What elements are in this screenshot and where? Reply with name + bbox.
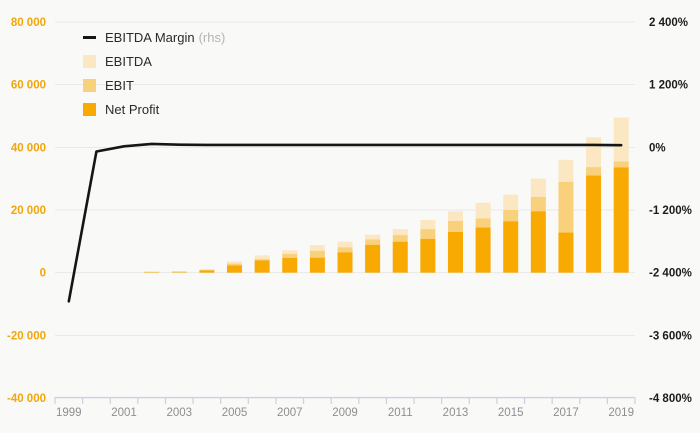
bar-segment-ebit-2015[interactable]: [503, 210, 519, 222]
bar-segment-ebitda-2018[interactable]: [586, 137, 602, 168]
bar-segment-ebitda-2008[interactable]: [309, 245, 325, 251]
bar-segment-ebitda-2007[interactable]: [282, 250, 298, 254]
x-axis-label: 2011: [388, 407, 413, 419]
x-axis-label: 2019: [608, 407, 634, 419]
ebitda-margin-line[interactable]: [67, 142, 623, 303]
bar-segment-net-profit-2017[interactable]: [558, 232, 574, 273]
bar-segment-net-profit-2009[interactable]: [337, 252, 353, 273]
bar-segment-ebitda-2009[interactable]: [337, 241, 353, 248]
x-axis-label: 2001: [111, 407, 137, 419]
y-axis-right-label: -4 800%: [649, 393, 692, 405]
legend-label: EBIT: [105, 77, 134, 93]
bar-segment-ebitda-2016[interactable]: [530, 178, 546, 197]
legend-line-swatch: [83, 35, 96, 39]
bar-segment-net-profit-2008[interactable]: [309, 257, 325, 273]
y-axis-right-label: 2 400%: [649, 17, 688, 29]
bar-segment-net-profit-2006[interactable]: [254, 260, 270, 273]
y-axis-right-label: -2 400%: [649, 268, 692, 280]
bar-segment-ebit-2006[interactable]: [254, 259, 270, 261]
x-axis-label: 2005: [222, 407, 248, 419]
bar-segment-ebitda-2011[interactable]: [392, 229, 408, 236]
bar-segment-net-profit-2019[interactable]: [613, 167, 629, 273]
bar-segment-ebit-2013[interactable]: [447, 220, 463, 232]
legend-item-ebit[interactable]: EBIT: [83, 73, 225, 97]
bar-segment-ebitda-2004[interactable]: [199, 269, 215, 270]
x-axis-label: 2013: [443, 407, 469, 419]
legend-item-ebitda[interactable]: EBITDA: [83, 49, 225, 73]
bar-segment-net-profit-2005[interactable]: [227, 265, 243, 273]
bar-segment-ebit-2011[interactable]: [392, 235, 408, 242]
bar-segment-ebitda-2003[interactable]: [171, 270, 187, 272]
y-axis-right-label: 0%: [649, 142, 666, 154]
y-axis-right-label: -1 200%: [649, 205, 692, 217]
x-axis-label: 1999: [56, 407, 82, 419]
chart-legend: EBITDA Margin (rhs) EBITDA EBIT Net Prof…: [83, 25, 225, 121]
legend-ebitda-swatch: [83, 54, 96, 68]
bar-segment-ebitda-2019[interactable]: [613, 117, 629, 162]
y-axis-left-label: -20 000: [7, 330, 46, 342]
bar-segment-ebit-2007[interactable]: [282, 253, 298, 258]
y-axis-left-label: 0: [40, 268, 46, 280]
y-axis-right-label: 1 200%: [649, 80, 688, 92]
bar-segment-ebit-2009[interactable]: [337, 247, 353, 253]
legend-ebit-swatch: [83, 78, 96, 92]
bar-segment-ebitda-2014[interactable]: [475, 202, 491, 219]
bar-segment-net-profit-2018[interactable]: [586, 175, 602, 273]
legend-label-suffix: (rhs): [198, 29, 226, 45]
legend-label: Net Profit: [105, 101, 160, 117]
y-axis-right-label: -3 600%: [649, 330, 692, 342]
x-axis-label: 2017: [553, 407, 579, 419]
y-axis-left-label: 80 000: [11, 17, 46, 29]
bar-segment-net-profit-2004[interactable]: [199, 270, 215, 273]
x-axis-label: 2007: [277, 407, 303, 419]
x-axis-label: 2009: [332, 407, 358, 419]
bar-segment-ebit-2019[interactable]: [613, 161, 629, 168]
bar-segment-net-profit-2011[interactable]: [392, 241, 408, 273]
bar-segment-ebitda-2006[interactable]: [254, 255, 270, 260]
bar-segment-ebit-2003[interactable]: [171, 271, 187, 273]
bar-segment-net-profit-2012[interactable]: [420, 238, 436, 273]
bar-segment-ebit-2017[interactable]: [558, 181, 574, 233]
legend-item-ebitda-margin[interactable]: EBITDA Margin (rhs): [83, 25, 225, 49]
bar-segment-net-profit-2014[interactable]: [475, 227, 491, 273]
bar-segment-ebitda-2005[interactable]: [227, 261, 243, 264]
bar-segment-ebit-2010[interactable]: [365, 239, 381, 245]
x-axis-label: 2003: [166, 407, 192, 419]
bar-segment-net-profit-2015[interactable]: [503, 221, 519, 273]
bar-segment-ebitda-2015[interactable]: [503, 194, 519, 210]
x-axis-label: 2015: [498, 407, 524, 419]
bar-segment-ebit-2018[interactable]: [586, 167, 602, 176]
bar-segment-net-profit-2016[interactable]: [530, 211, 546, 273]
bar-segment-ebitda-2010[interactable]: [365, 234, 381, 240]
bar-segment-ebit-2004[interactable]: [199, 269, 215, 271]
bar-segment-ebitda-2017[interactable]: [558, 159, 574, 182]
bar-segment-net-profit-2013[interactable]: [447, 231, 463, 273]
y-axis-left-label: 40 000: [11, 142, 46, 154]
legend-label: EBITDA: [105, 53, 152, 69]
bar-segment-net-profit-2010[interactable]: [365, 244, 381, 273]
bar-segment-ebit-2016[interactable]: [530, 196, 546, 212]
legend-label: EBITDA Margin: [105, 29, 195, 45]
bar-segment-ebitda-2013[interactable]: [447, 211, 463, 221]
bar-segment-ebitda-2012[interactable]: [420, 220, 436, 230]
bar-segment-ebit-2008[interactable]: [309, 250, 325, 258]
bar-segment-ebit-2012[interactable]: [420, 229, 436, 239]
bar-segment-net-profit-2007[interactable]: [282, 257, 298, 273]
y-axis-left-label: -40 000: [7, 393, 46, 405]
bar-segment-ebit-2014[interactable]: [475, 218, 491, 228]
y-axis-left-label: 20 000: [11, 205, 46, 217]
y-axis-left-label: 60 000: [11, 80, 46, 92]
bar-segment-ebit-2005[interactable]: [227, 263, 243, 266]
legend-netprofit-swatch: [83, 102, 96, 116]
legend-item-net-profit[interactable]: Net Profit: [83, 97, 225, 121]
